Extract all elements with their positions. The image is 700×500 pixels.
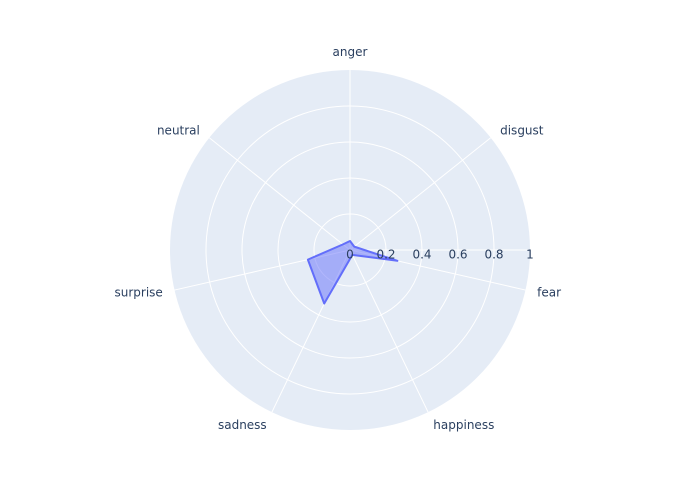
angular-gridline: [349, 137, 492, 251]
radial-axis-labels: 0 0.2 0.4 0.6 0.8 1: [346, 248, 534, 262]
radial-tick-label: 0.4: [412, 248, 431, 262]
category-label-happiness: happiness: [433, 418, 494, 432]
category-label-surprise: surprise: [115, 286, 163, 300]
category-label-anger: anger: [333, 45, 368, 59]
category-label-sadness: sadness: [218, 418, 267, 432]
radial-tick-label: 1: [526, 248, 534, 262]
category-label-fear: fear: [537, 286, 561, 300]
angular-gridline: [208, 137, 351, 251]
radial-tick-label: 0.8: [484, 248, 503, 262]
series-area: [306, 240, 399, 305]
angular-gridline: [349, 249, 429, 413]
angular-axis-labels: anger disgust fear happiness sadness surprise…: [115, 45, 562, 432]
radial-tick-label: 0: [346, 248, 354, 262]
radial-tick-label: 0.6: [448, 248, 467, 262]
category-label-neutral: neutral: [157, 123, 200, 137]
category-label-disgust: disgust: [500, 123, 544, 137]
radial-tick-label: 0.2: [376, 248, 395, 262]
